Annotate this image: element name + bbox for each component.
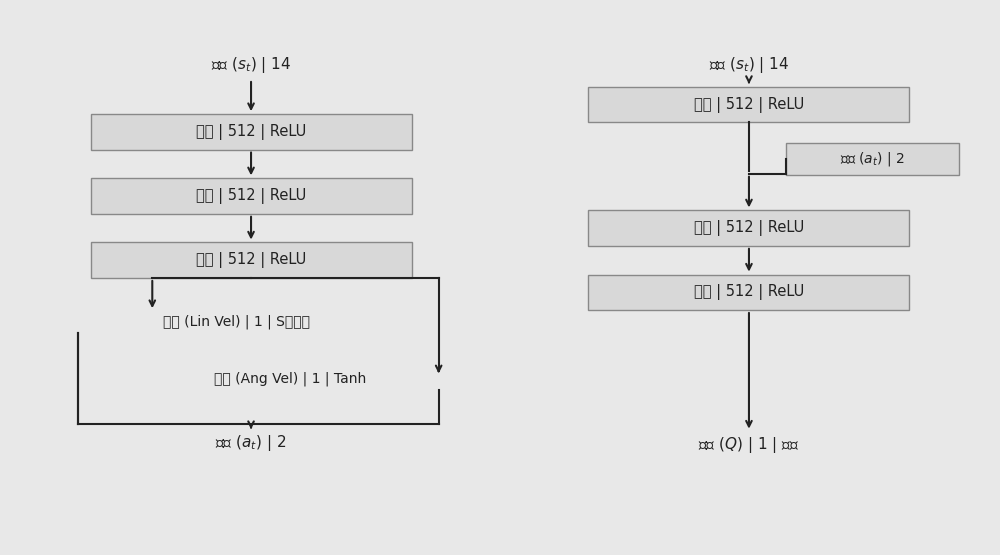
FancyBboxPatch shape: [786, 143, 959, 175]
Text: 密集 | 512 | ReLU: 密集 | 512 | ReLU: [694, 97, 804, 113]
Text: 密集 | 512 | ReLU: 密集 | 512 | ReLU: [694, 220, 804, 236]
Text: 输入 $(s_t)$ | 14: 输入 $(s_t)$ | 14: [211, 55, 291, 75]
Text: 密集 (Lin Vel) | 1 | S型函数: 密集 (Lin Vel) | 1 | S型函数: [163, 315, 310, 329]
FancyBboxPatch shape: [588, 87, 909, 123]
Text: 密集 | 512 | ReLU: 密集 | 512 | ReLU: [196, 252, 306, 268]
Text: 密集 | 512 | ReLU: 密集 | 512 | ReLU: [196, 188, 306, 204]
Text: 输入 $(s_t)$ | 14: 输入 $(s_t)$ | 14: [709, 55, 789, 75]
Text: 密集 | 512 | ReLU: 密集 | 512 | ReLU: [694, 284, 804, 300]
FancyBboxPatch shape: [588, 210, 909, 246]
Text: 密集 (Ang Vel) | 1 | Tanh: 密集 (Ang Vel) | 1 | Tanh: [214, 371, 367, 386]
FancyBboxPatch shape: [91, 243, 412, 278]
Text: 输入 $(a_t)$ | 2: 输入 $(a_t)$ | 2: [840, 150, 905, 168]
FancyBboxPatch shape: [588, 275, 909, 310]
Text: 密集 $(Q)$ | 1 | 线性: 密集 $(Q)$ | 1 | 线性: [698, 435, 800, 455]
FancyBboxPatch shape: [91, 178, 412, 214]
FancyBboxPatch shape: [91, 114, 412, 150]
Text: 合并 $(a_t)$ | 2: 合并 $(a_t)$ | 2: [215, 433, 287, 453]
Text: 密集 | 512 | ReLU: 密集 | 512 | ReLU: [196, 124, 306, 140]
